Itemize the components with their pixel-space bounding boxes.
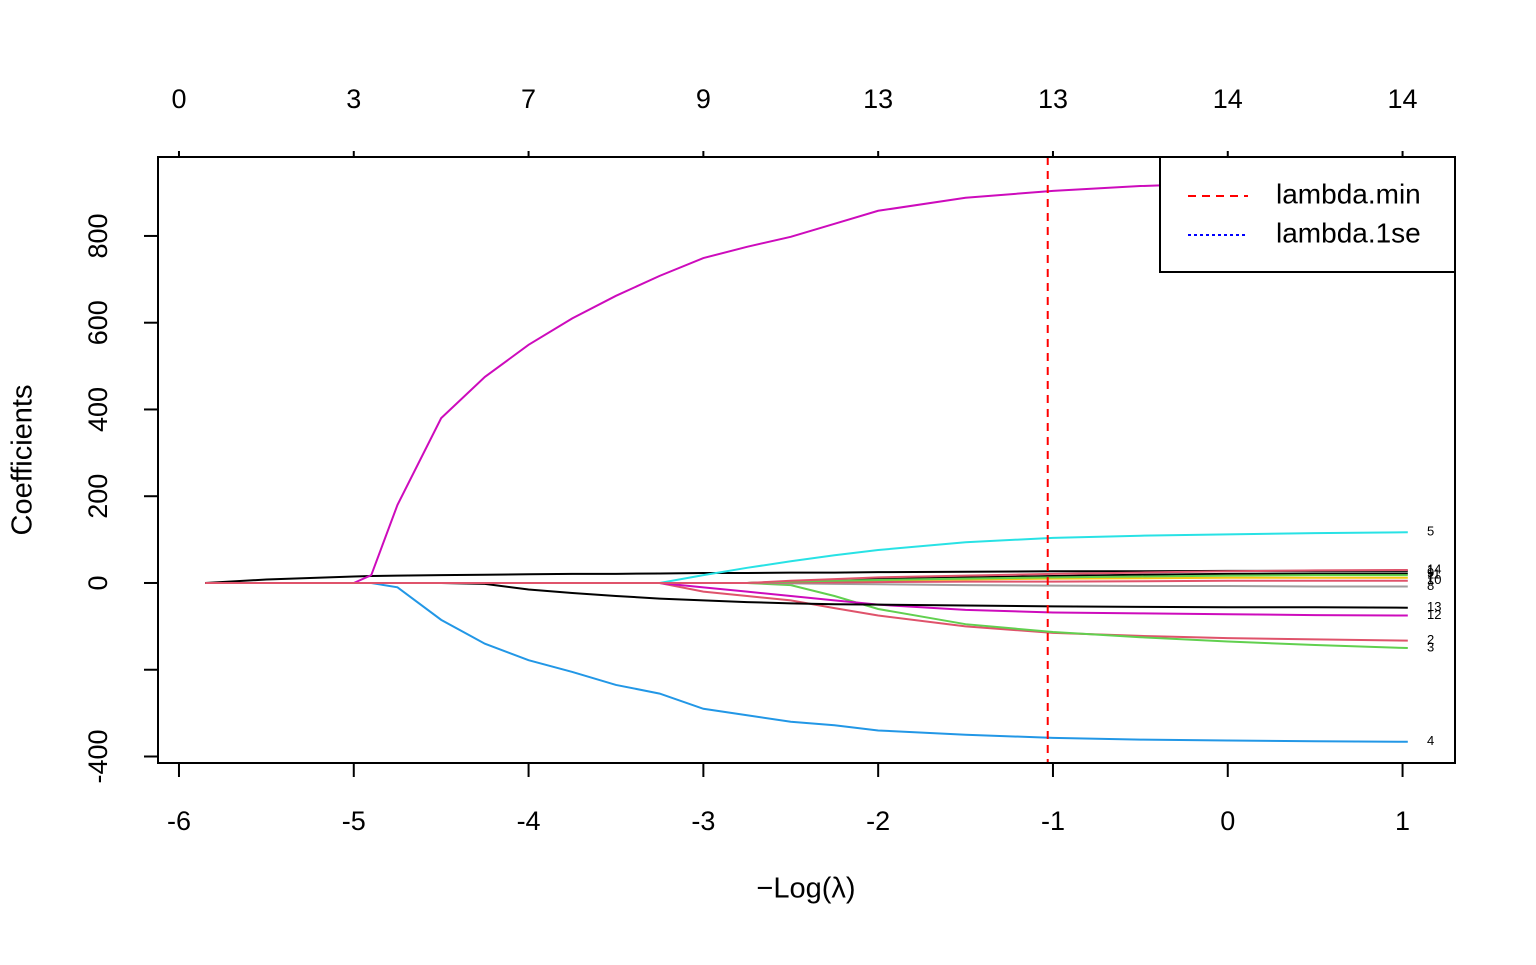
path-end-label: 3 (1427, 639, 1434, 654)
x-tick-label: -3 (691, 806, 715, 836)
top-tick-label: 3 (346, 84, 361, 114)
x-tick-label: -2 (866, 806, 890, 836)
x-tick-label: -1 (1041, 806, 1065, 836)
coefficient-path (205, 568, 1408, 584)
y-tick-label: 400 (83, 387, 113, 432)
path-end-label: 11 (1427, 567, 1441, 582)
path-end-label: 4 (1427, 733, 1434, 748)
top-tick-label: 7 (521, 84, 536, 114)
x-tick-label: -4 (517, 806, 541, 836)
coefficient-path (205, 581, 1408, 743)
x-tick-label: 0 (1220, 806, 1235, 836)
y-tick-label: 0 (83, 575, 113, 590)
y-tick-label: -400 (83, 729, 113, 783)
top-tick-label: 14 (1213, 84, 1243, 114)
y-axis-title: Coefficients (7, 385, 39, 536)
top-tick-label: 9 (696, 84, 711, 114)
coefficient-path (205, 581, 1408, 617)
top-tick-label: 13 (1038, 84, 1068, 114)
path-end-label: 10 (1427, 572, 1441, 587)
plot-frame (157, 156, 1456, 764)
path-end-label: 14 (1427, 561, 1441, 576)
coefficient-path (205, 178, 1408, 584)
top-tick-label: 14 (1388, 84, 1418, 114)
path-end-label: 12 (1427, 607, 1441, 622)
y-tick-label: 800 (83, 213, 113, 258)
x-tick-label: -6 (167, 806, 191, 836)
top-tick-label: 0 (171, 84, 186, 114)
y-tick-label: 200 (83, 474, 113, 519)
coefficient-path (205, 569, 1408, 584)
path-end-label: 9 (1427, 565, 1434, 580)
path-end-label: 7 (1427, 569, 1434, 584)
path-end-label: 1 (1427, 562, 1434, 577)
legend-box (1159, 156, 1456, 273)
legend-label: lambda.1se (1276, 217, 1421, 248)
path-end-label: 13 (1427, 599, 1441, 614)
x-tick-label: -5 (342, 806, 366, 836)
top-tick-label: 13 (863, 84, 893, 114)
path-end-label: 2 (1427, 632, 1434, 647)
x-axis-title: −Log(λ) (756, 873, 855, 905)
legend-label: lambda.min (1276, 178, 1421, 209)
path-end-label: 8 (1427, 578, 1434, 593)
y-tick-label: 600 (83, 300, 113, 345)
path-end-label: 5 (1427, 524, 1434, 539)
x-tick-label: 1 (1395, 806, 1410, 836)
coefficient-path (205, 581, 1408, 642)
